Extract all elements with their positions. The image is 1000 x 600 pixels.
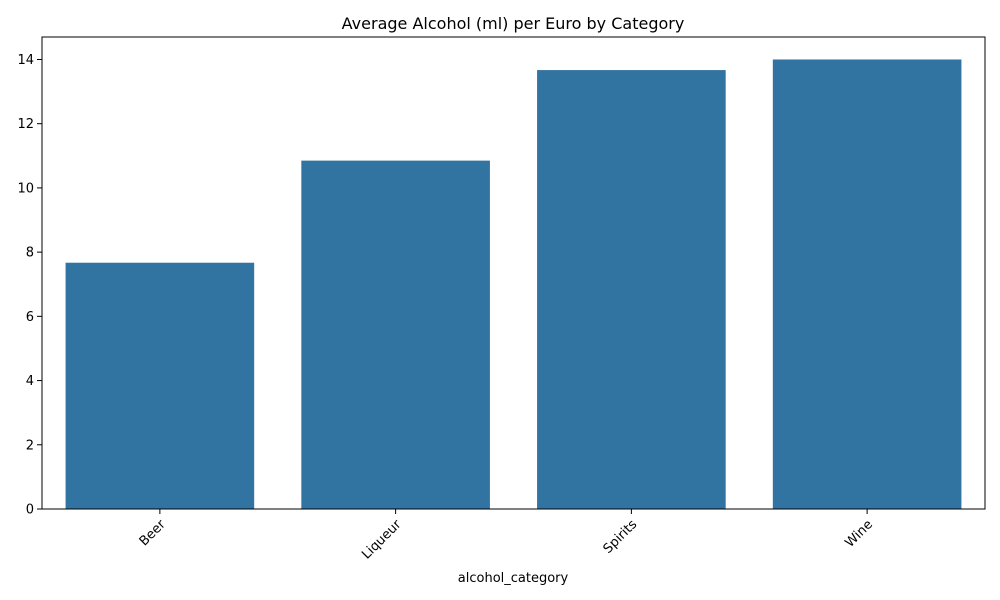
x-tick-label: Liqueur bbox=[359, 517, 405, 563]
x-axis: Beer Liqueur Spirits Wine bbox=[137, 509, 876, 562]
bar-wine bbox=[772, 59, 962, 509]
y-tick-label: 12 bbox=[17, 117, 34, 132]
x-tick-label: Beer bbox=[137, 517, 169, 549]
y-tick-label: 4 bbox=[26, 374, 34, 389]
y-tick-label: 6 bbox=[26, 310, 34, 325]
y-axis: 0 2 4 6 8 10 12 14 bbox=[17, 53, 42, 518]
bars-group bbox=[65, 59, 962, 509]
plot-frame bbox=[41, 36, 986, 510]
y-tick-label: 10 bbox=[17, 181, 34, 196]
y-tick-label: 8 bbox=[26, 246, 34, 261]
y-tick-label: 0 bbox=[26, 503, 34, 518]
bar-beer bbox=[65, 262, 255, 509]
bar-liqueur bbox=[301, 160, 490, 509]
bar-spirits bbox=[537, 70, 726, 509]
y-tick-label: 14 bbox=[17, 53, 34, 68]
y-tick-label: 2 bbox=[26, 438, 34, 453]
x-axis-label: alcohol_category bbox=[458, 571, 569, 586]
chart-title: Average Alcohol (ml) per Euro by Categor… bbox=[342, 14, 685, 33]
x-tick-label: Wine bbox=[842, 517, 876, 551]
x-tick-label: Spirits bbox=[601, 517, 641, 557]
